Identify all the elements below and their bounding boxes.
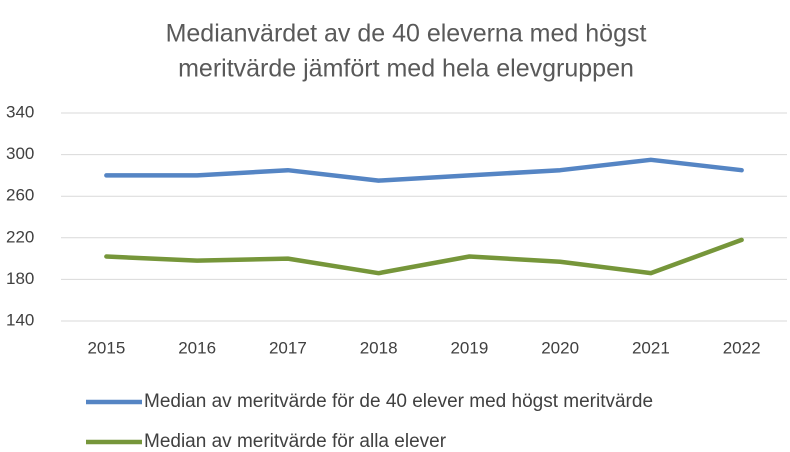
legend-label: Median av meritvärde för de 40 elever me… bbox=[144, 391, 653, 412]
x-tick-label: 2019 bbox=[450, 338, 488, 357]
legend-label: Median av meritvärde för alla elever bbox=[144, 431, 447, 452]
x-tick-label: 2016 bbox=[178, 338, 216, 357]
chart-title: Medianvärdet av de 40 eleverna med högst bbox=[166, 20, 647, 48]
chart-title: meritvärde jämfört med hela elevgruppen bbox=[178, 55, 634, 83]
x-tick-label: 2020 bbox=[541, 338, 579, 357]
y-tick-label: 300 bbox=[6, 144, 34, 163]
series-line bbox=[104, 237, 744, 276]
y-tick-label: 220 bbox=[6, 227, 34, 246]
x-tick-label: 2017 bbox=[269, 338, 307, 357]
x-tick-label: 2021 bbox=[632, 338, 670, 357]
x-tick-label: 2022 bbox=[723, 338, 761, 357]
series-line bbox=[104, 157, 744, 183]
y-tick-label: 140 bbox=[6, 310, 34, 329]
y-tick-label: 340 bbox=[6, 102, 34, 121]
x-tick-label: 2015 bbox=[87, 338, 125, 357]
y-tick-label: 180 bbox=[6, 269, 34, 288]
y-tick-label: 260 bbox=[6, 186, 34, 205]
x-tick-label: 2018 bbox=[360, 338, 398, 357]
